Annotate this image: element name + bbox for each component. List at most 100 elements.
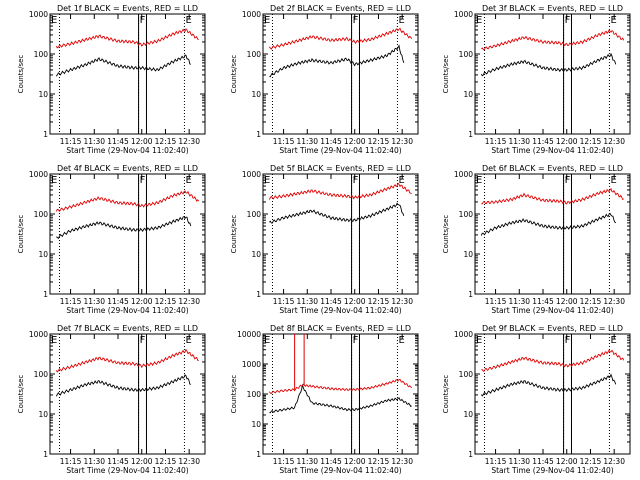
- flag-label: E: [476, 15, 482, 26]
- x-tick-label: 12:15: [368, 457, 390, 466]
- flag-label: E: [610, 15, 616, 26]
- panel-title: Det 7f BLACK = Events, RED = LLD: [57, 324, 198, 333]
- detector-panel: Det 4f BLACK = Events, RED = LLD 1 10 100 10…: [17, 164, 206, 315]
- x-tick-label: 11:15: [485, 297, 507, 306]
- y-axis-label: Counts/sec: [230, 55, 238, 94]
- x-tick-label: 12:15: [580, 137, 602, 146]
- y-tick-label: 1: [468, 450, 473, 459]
- y-tick-label: 100: [459, 210, 474, 219]
- detector-panel: Det 5f BLACK = Events, RED = LLD 1 10 100 10…: [230, 164, 419, 315]
- y-tick-label: 1000: [454, 170, 473, 179]
- x-tick-label: 12:15: [580, 457, 602, 466]
- x-tick-label: 12:00: [131, 457, 153, 466]
- plot-frame: [262, 173, 419, 295]
- flag-label: E: [476, 335, 482, 346]
- x-tick-label: 12:00: [344, 297, 366, 306]
- y-tick-label: 100: [247, 210, 262, 219]
- x-tick-label: 12:30: [391, 137, 413, 146]
- x-tick-label: 12:00: [344, 457, 366, 466]
- y-tick-label: 10000: [237, 330, 261, 339]
- y-tick-label: 1: [256, 450, 261, 459]
- panel-title: Det 1f BLACK = Events, RED = LLD: [57, 4, 198, 13]
- y-tick-label: 10: [38, 250, 48, 259]
- x-tick-label: 12:00: [556, 137, 578, 146]
- lld-series-line: [55, 348, 199, 373]
- x-axis-label: Start Time (29-Nov-04 11:02:40): [279, 466, 401, 475]
- detector-panel: Det 3f BLACK = Events, RED = LLD 1 10 100 10…: [442, 4, 631, 155]
- y-tick-label: 10: [463, 410, 473, 419]
- lld-series-line: [481, 349, 625, 372]
- flag-label: F: [140, 175, 146, 186]
- flag-label: E: [185, 15, 191, 26]
- y-tick-label: 10: [251, 250, 261, 259]
- x-tick-label: 11:45: [320, 297, 342, 306]
- x-tick-label: 12:30: [178, 457, 200, 466]
- x-tick-label: 11:15: [60, 297, 82, 306]
- x-tick-label: 11:15: [485, 137, 507, 146]
- flag-label: E: [264, 335, 270, 346]
- y-tick-label: 1000: [242, 360, 261, 369]
- y-axis-label: Counts/sec: [442, 375, 450, 414]
- x-tick-label: 11:45: [532, 457, 554, 466]
- y-tick-label: 100: [34, 50, 49, 59]
- lld-series-line: [268, 182, 412, 200]
- flag-label: F: [353, 335, 359, 346]
- x-tick-label: 11:15: [60, 457, 82, 466]
- x-tick-label: 12:30: [603, 457, 625, 466]
- x-axis-label: Start Time (29-Nov-04 11:02:40): [279, 306, 401, 315]
- y-tick-label: 10: [251, 90, 261, 99]
- x-axis-label: Start Time (29-Nov-04 11:02:40): [491, 146, 613, 155]
- x-axis-label: Start Time (29-Nov-04 11:02:40): [491, 466, 613, 475]
- y-tick-label: 10: [38, 410, 48, 419]
- y-tick-label: 1000: [454, 10, 473, 19]
- events-series-line: [480, 52, 617, 77]
- x-tick-label: 12:30: [178, 297, 200, 306]
- y-tick-label: 10: [463, 90, 473, 99]
- x-tick-label: 11:45: [532, 297, 554, 306]
- y-axis-label: Counts/sec: [230, 215, 238, 254]
- y-tick-label: 1: [468, 130, 473, 139]
- x-tick-label: 12:15: [368, 297, 390, 306]
- flag-label: E: [476, 175, 482, 186]
- detector-panel: Det 1f BLACK = Events, RED = LLD 1 10 100 10…: [17, 4, 206, 155]
- x-axis-label: Start Time (29-Nov-04 11:02:40): [66, 146, 188, 155]
- x-tick-label: 11:15: [273, 297, 295, 306]
- x-axis-label: Start Time (29-Nov-04 11:02:40): [491, 306, 613, 315]
- y-tick-label: 1: [256, 290, 261, 299]
- flag-label: E: [185, 335, 191, 346]
- x-tick-label: 12:15: [368, 137, 390, 146]
- x-tick-label: 11:30: [296, 457, 318, 466]
- plot-frame: [474, 173, 631, 295]
- y-axis-label: Counts/sec: [442, 55, 450, 94]
- plot-frame: [49, 173, 206, 295]
- x-tick-label: 12:00: [556, 457, 578, 466]
- x-tick-label: 11:45: [320, 457, 342, 466]
- events-series-line: [55, 374, 191, 397]
- y-axis-label: Counts/sec: [442, 215, 450, 254]
- y-tick-label: 1000: [454, 330, 473, 339]
- x-tick-label: 11:30: [83, 297, 105, 306]
- x-tick-label: 12:00: [344, 137, 366, 146]
- y-tick-label: 100: [459, 370, 474, 379]
- y-tick-label: 1000: [242, 170, 261, 179]
- flag-label: E: [51, 335, 57, 346]
- plot-frame: [474, 333, 631, 455]
- detector-panel: Det 7f BLACK = Events, RED = LLD 1 10 100 10…: [17, 324, 206, 475]
- panel-title: Det 8f BLACK = Events, RED = LLD: [270, 324, 411, 333]
- detector-panel: Det 6f BLACK = Events, RED = LLD 1 10 100 10…: [442, 164, 631, 315]
- events-series-line: [56, 216, 192, 240]
- x-tick-label: 11:15: [273, 137, 295, 146]
- detector-panel: Det 2f BLACK = Events, RED = LLD 1 10 100 10…: [230, 4, 419, 155]
- flag-label: E: [264, 15, 270, 26]
- panel-title: Det 4f BLACK = Events, RED = LLD: [57, 164, 198, 173]
- y-tick-label: 1: [256, 130, 261, 139]
- x-tick-label: 11:45: [320, 137, 342, 146]
- flag-label: F: [565, 335, 571, 346]
- x-tick-label: 11:30: [508, 457, 530, 466]
- flag-label: E: [610, 175, 616, 186]
- y-tick-label: 100: [459, 50, 474, 59]
- events-series-line: [55, 54, 192, 77]
- y-tick-label: 10: [38, 90, 48, 99]
- lld-series-line: [268, 378, 413, 395]
